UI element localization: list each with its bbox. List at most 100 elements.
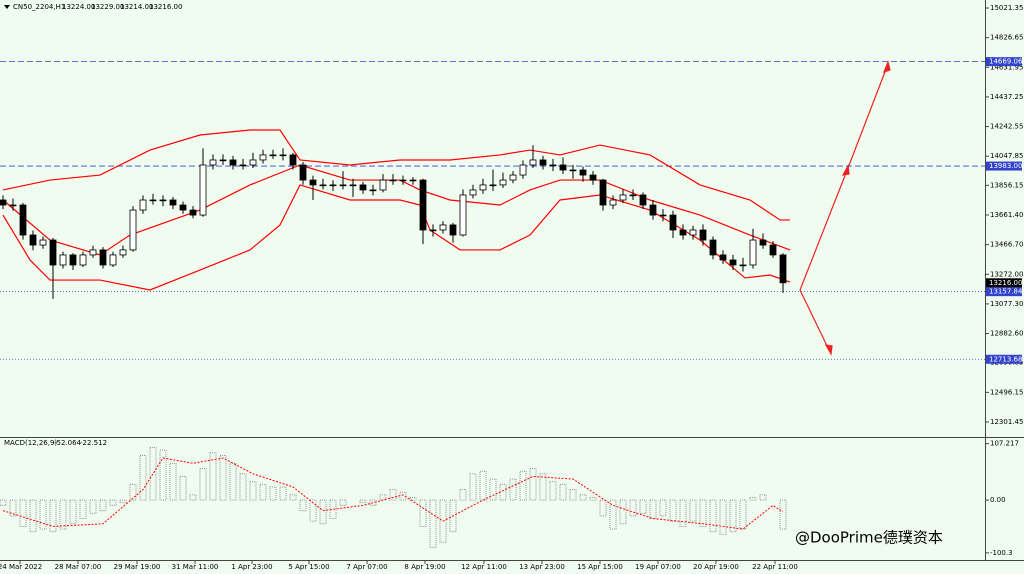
header-open: 13224.00 <box>62 3 95 11</box>
candle-body <box>349 184 357 187</box>
candle-body <box>429 229 437 232</box>
macd-bar <box>279 486 287 501</box>
candle-body <box>99 249 107 266</box>
header-high: 13229.00 <box>91 3 124 11</box>
macd-bar <box>689 499 697 522</box>
y-tick-label: 12882.60 <box>990 330 1023 338</box>
macd-bar <box>319 499 327 525</box>
candle-body <box>269 154 277 157</box>
x-tick-label: 22 Apr 11:00 <box>752 563 798 571</box>
macd-bar <box>669 499 677 522</box>
y-tick-label: 107.217 <box>990 440 1019 448</box>
y-tick-label: -100.3 <box>990 549 1013 557</box>
macd-bar <box>239 473 247 501</box>
candle-body <box>79 254 87 266</box>
menu-arrow[interactable] <box>4 5 10 9</box>
macd-bar <box>559 483 567 501</box>
macd-bar <box>449 499 457 533</box>
candle-body <box>369 189 377 192</box>
x-tick-label: 28 Mar 07:00 <box>55 563 102 571</box>
candle-body <box>639 194 647 206</box>
y-tick-label: 0.00 <box>990 496 1006 504</box>
candle-body <box>749 239 757 266</box>
macd-value: -52.064 <box>54 439 82 447</box>
macd-bar <box>509 478 517 501</box>
candle-body <box>299 164 307 181</box>
candle-body <box>519 164 527 176</box>
candle-body <box>219 159 227 162</box>
candle-body <box>779 254 787 284</box>
macd-bar <box>599 499 607 517</box>
candle-body <box>769 244 777 256</box>
candle-body <box>69 254 77 266</box>
macd-bar <box>739 499 747 530</box>
macd-bar <box>679 499 687 527</box>
candle-body <box>549 164 557 167</box>
candle-body <box>319 184 327 187</box>
macd-bar <box>219 454 227 501</box>
candle-body <box>139 199 147 211</box>
x-tick-label: 12 Apr 11:00 <box>461 563 507 571</box>
candle-body <box>49 239 57 266</box>
candle-body <box>729 259 737 266</box>
candle-body <box>499 179 507 186</box>
macd-bar <box>499 483 507 501</box>
candle-body <box>179 204 187 211</box>
candle-body <box>669 214 677 231</box>
candle-body <box>229 159 237 166</box>
macd-bar <box>69 499 77 525</box>
macd-bar <box>389 489 397 501</box>
candle-body <box>0 199 7 206</box>
macd-bar <box>749 497 757 501</box>
macd-bar <box>529 468 537 501</box>
candle-body <box>159 199 167 202</box>
candle-body <box>109 254 117 266</box>
macd-bar <box>649 499 657 519</box>
macd-bar <box>169 462 177 501</box>
level-label-box <box>986 57 1022 67</box>
macd-bar <box>199 468 207 501</box>
macd-bar <box>489 478 497 501</box>
macd-bar <box>539 473 547 501</box>
macd-bar <box>639 499 647 514</box>
candle-body <box>409 179 417 182</box>
macd-signal <box>2 457 784 530</box>
macd-bar <box>479 470 487 501</box>
y-tick-label: 14242.55 <box>990 123 1023 131</box>
macd-bar <box>289 494 297 501</box>
candle-body <box>739 264 747 267</box>
candle-body <box>119 249 127 256</box>
macd-bar <box>549 481 557 501</box>
candle-body <box>479 184 487 191</box>
candle-body <box>709 239 717 256</box>
candle-body <box>599 179 607 206</box>
candle-body <box>569 169 577 172</box>
candle-body <box>29 234 37 246</box>
macd-bar <box>459 489 467 501</box>
candle-body <box>579 169 587 176</box>
macd-bar <box>429 499 437 548</box>
macd-bar <box>399 491 407 501</box>
header-low: 13214.00 <box>120 3 153 11</box>
macd-bar <box>339 499 347 506</box>
x-tick-label: 20 Apr 19:00 <box>693 563 739 571</box>
macd-bar <box>229 462 237 501</box>
candle-body <box>249 159 257 166</box>
candle-body <box>19 204 27 236</box>
macd-bar <box>159 449 167 501</box>
candle-body <box>149 199 157 202</box>
macd-bar <box>109 499 117 506</box>
y-tick-label: 14631.95 <box>990 63 1023 71</box>
candle-body <box>289 154 297 166</box>
macd-bar <box>0 499 7 506</box>
candle-body <box>509 174 517 181</box>
x-tick-label: 8 Apr 19:00 <box>404 563 445 571</box>
macd-bar <box>469 473 477 501</box>
macd-name: MACD(12,26,9) <box>4 439 57 447</box>
macd-bar <box>59 499 67 530</box>
macd-bar <box>619 499 627 525</box>
macd-bar <box>139 454 147 501</box>
y-tick-label: 14437.25 <box>990 93 1023 101</box>
candle-body <box>439 224 447 231</box>
